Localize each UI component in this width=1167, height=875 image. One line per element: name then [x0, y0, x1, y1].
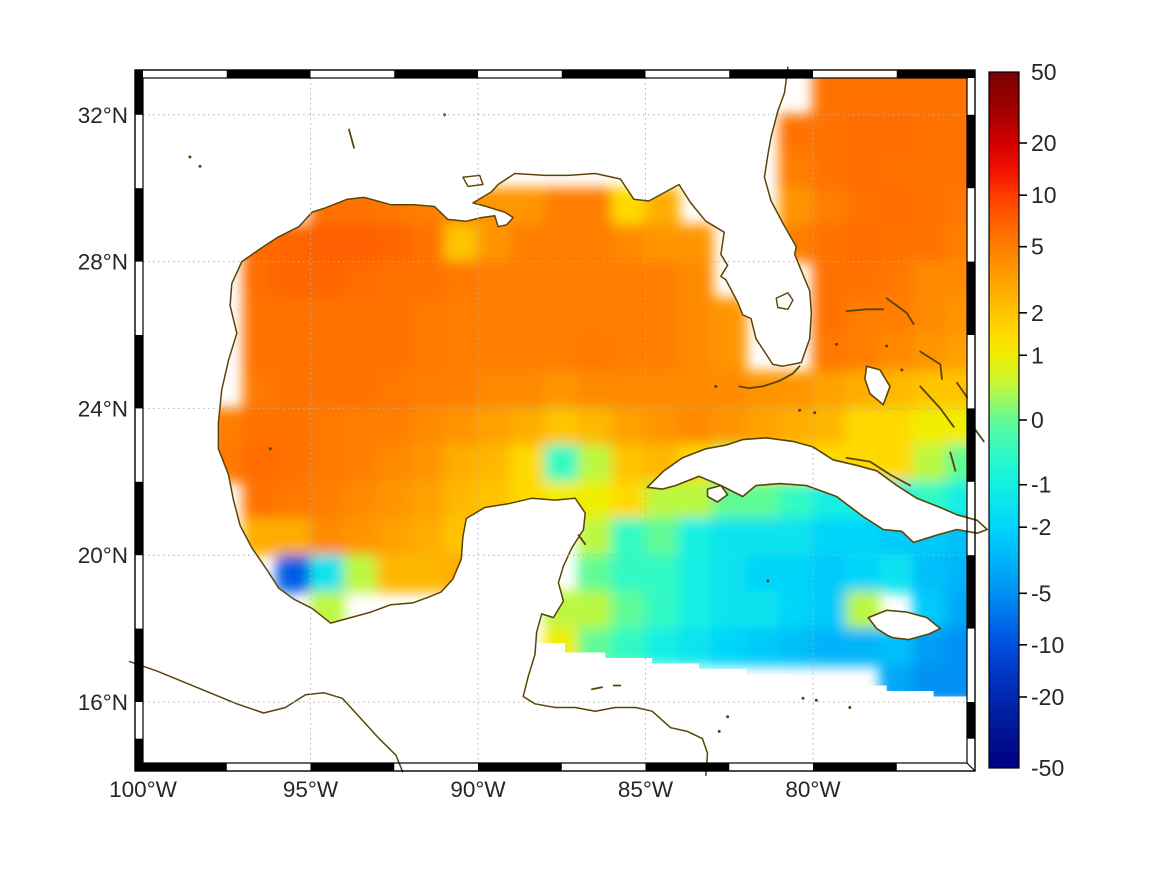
islands-toledo_bend [348, 128, 355, 149]
islet-dot [801, 696, 805, 700]
andros-island [864, 365, 891, 406]
lake-okeechobee [775, 292, 794, 310]
frame-corner-miter [966, 69, 976, 79]
colorbar-tick-label: -20 [1031, 684, 1064, 710]
islet-dot [268, 447, 272, 451]
islet-dot [717, 729, 721, 733]
colorbar-tick-label: 5 [1031, 234, 1044, 260]
islet-dot [900, 368, 904, 372]
colorbar-tick-label: -2 [1031, 514, 1051, 540]
colorbar-tick-label: 0 [1031, 407, 1044, 433]
gulf-coastline [217, 66, 813, 777]
x-axis-tick-label: 80°W [785, 777, 841, 802]
islet-dot [714, 384, 718, 388]
colorbar-tick-label: 20 [1031, 130, 1057, 156]
colorbar-tick-label: 2 [1031, 300, 1044, 326]
y-axis-tick-label: 28°N [78, 250, 128, 275]
cuba-island [646, 436, 989, 544]
isla-juventud [706, 484, 729, 503]
islet-dot [726, 715, 730, 719]
colorbar-tick-label: 1 [1031, 342, 1044, 368]
islet-dot [814, 698, 818, 702]
colorbar-gradient [988, 71, 1020, 769]
frame-corner-miter [966, 762, 976, 772]
islands-abaco [885, 297, 915, 325]
colorbar-tick-label: -5 [1031, 580, 1051, 606]
colorbar-tick-label: -1 [1031, 472, 1051, 498]
islet-dot [885, 344, 889, 348]
y-axis-tick-label: 16°N [78, 690, 128, 715]
mainland-landmass [122, 67, 812, 776]
colorbar-tick-label: -10 [1031, 632, 1064, 658]
islands-cat_island [956, 381, 968, 399]
islands-bay_islands_1 [591, 686, 603, 691]
y-axis-tick-label: 32°N [78, 103, 128, 128]
graticule [143, 78, 967, 763]
coastlines [128, 66, 985, 777]
x-axis-tick-label: 95°W [283, 777, 339, 802]
islands-exuma [919, 385, 955, 428]
colorbar-tick-label: -50 [1031, 755, 1064, 781]
colorbar-tick-label: 50 [1031, 59, 1057, 85]
jamaica-island [867, 609, 942, 641]
islet-dot [198, 164, 202, 168]
islands-grand_bahama [845, 308, 885, 313]
islands-florida_keys [738, 365, 801, 390]
islands-cozumel [577, 534, 587, 546]
x-axis-tick-label: 85°W [618, 777, 674, 802]
islet-dot [188, 155, 192, 159]
lake-pontchartrain [462, 174, 484, 188]
islands-cuban_cays [845, 456, 912, 487]
islet-dot [766, 579, 770, 583]
axis-labels: 100°W 95°W 90°W 85°W 80°W 16°N 20°N 24°N 28°N 32°… [78, 103, 842, 802]
frame-corner-miter [134, 69, 144, 79]
y-axis-tick-label: 20°N [78, 543, 128, 568]
islands-eleuthera [919, 350, 943, 380]
islands-ragged [949, 451, 957, 472]
islet-dot [835, 342, 838, 346]
colorbar-tick-label: 10 [1031, 182, 1057, 208]
pacific-coastline [128, 660, 404, 773]
frame-corner-miter [134, 762, 144, 772]
islet-dot [848, 706, 852, 709]
map-frame [134, 69, 976, 772]
islet-dot [798, 408, 802, 412]
y-axis-tick-label: 24°N [78, 396, 128, 421]
islet-dot [813, 411, 817, 415]
x-axis-tick-label: 90°W [450, 777, 506, 802]
x-axis-tick-label: 100°W [109, 777, 178, 802]
